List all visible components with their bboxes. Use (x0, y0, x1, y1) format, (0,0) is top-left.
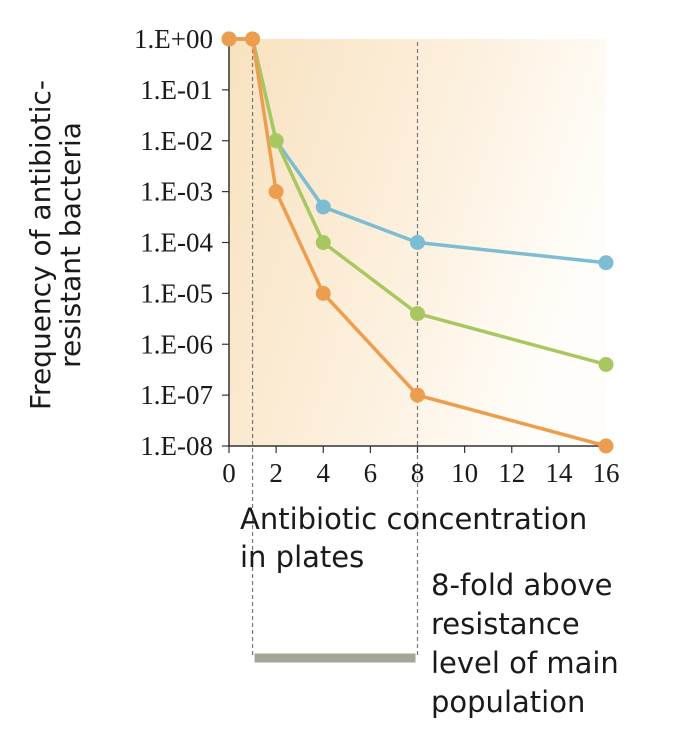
y-tick-label: 1.E-06 (140, 329, 213, 359)
x-tick-label: 14 (545, 458, 573, 488)
annotation-line: level of main (431, 646, 619, 680)
reference-lines (251, 42, 419, 658)
y-tick-label: 1.E-08 (140, 431, 213, 461)
x-label-line: in plates (240, 540, 364, 574)
x-tick-label: 0 (222, 458, 236, 488)
y-tick-label: 1.E-07 (140, 380, 213, 410)
x-axis-ticks: 0 2 4 6 8 10 12 14 16 (222, 446, 620, 488)
data-series (221, 31, 614, 454)
x-tick-label: 10 (451, 458, 478, 488)
y-label-line: resistant bacteria (54, 122, 87, 368)
y-tick-label: 1.E-01 (140, 75, 213, 105)
y-axis-label: Frequency of antibiotic-resistant bacter… (24, 80, 87, 410)
data-point (598, 255, 614, 271)
x-tick-label: 6 (364, 458, 378, 488)
annotation-line: population (431, 685, 585, 719)
x-tick-label: 2 (269, 458, 283, 488)
data-point (598, 438, 614, 454)
annotation-line: 8-fold above (431, 568, 612, 602)
y-tick-label: 1.E-03 (140, 177, 213, 207)
y-label-line: Frequency of antibiotic- (24, 80, 57, 410)
x-axis-label: Antibiotic concentration in plates (240, 502, 587, 574)
data-point (410, 387, 425, 403)
data-point (315, 235, 331, 250)
y-tick-label: 1.E-02 (140, 126, 213, 156)
y-axis-ticks: 1.E+00 1.E-01 1.E-02 1.E-03 1.E-04 1.E-05 1.E-… (134, 24, 229, 461)
x-tick-label: 8 (411, 458, 425, 488)
data-point (410, 235, 425, 250)
data-point (245, 31, 261, 47)
y-tick-label: 1.E+00 (134, 24, 213, 54)
x-tick-label: 16 (593, 458, 620, 488)
data-point (598, 356, 614, 372)
data-point (315, 285, 331, 301)
data-point (315, 199, 331, 215)
data-point (221, 31, 237, 47)
x-label-line: Antibiotic concentration (240, 502, 587, 536)
y-tick-label: 1.E-05 (140, 278, 213, 308)
x-tick-label: 4 (317, 458, 331, 488)
y-tick-label: 1.E-04 (140, 228, 213, 258)
x-tick-label: 12 (498, 458, 525, 488)
data-point (410, 306, 425, 322)
annotation-line: resistance (431, 607, 580, 641)
data-point (268, 133, 284, 149)
data-point (268, 184, 284, 200)
fold-annotation: 8-fold above resistance level of main popul… (254, 568, 619, 719)
